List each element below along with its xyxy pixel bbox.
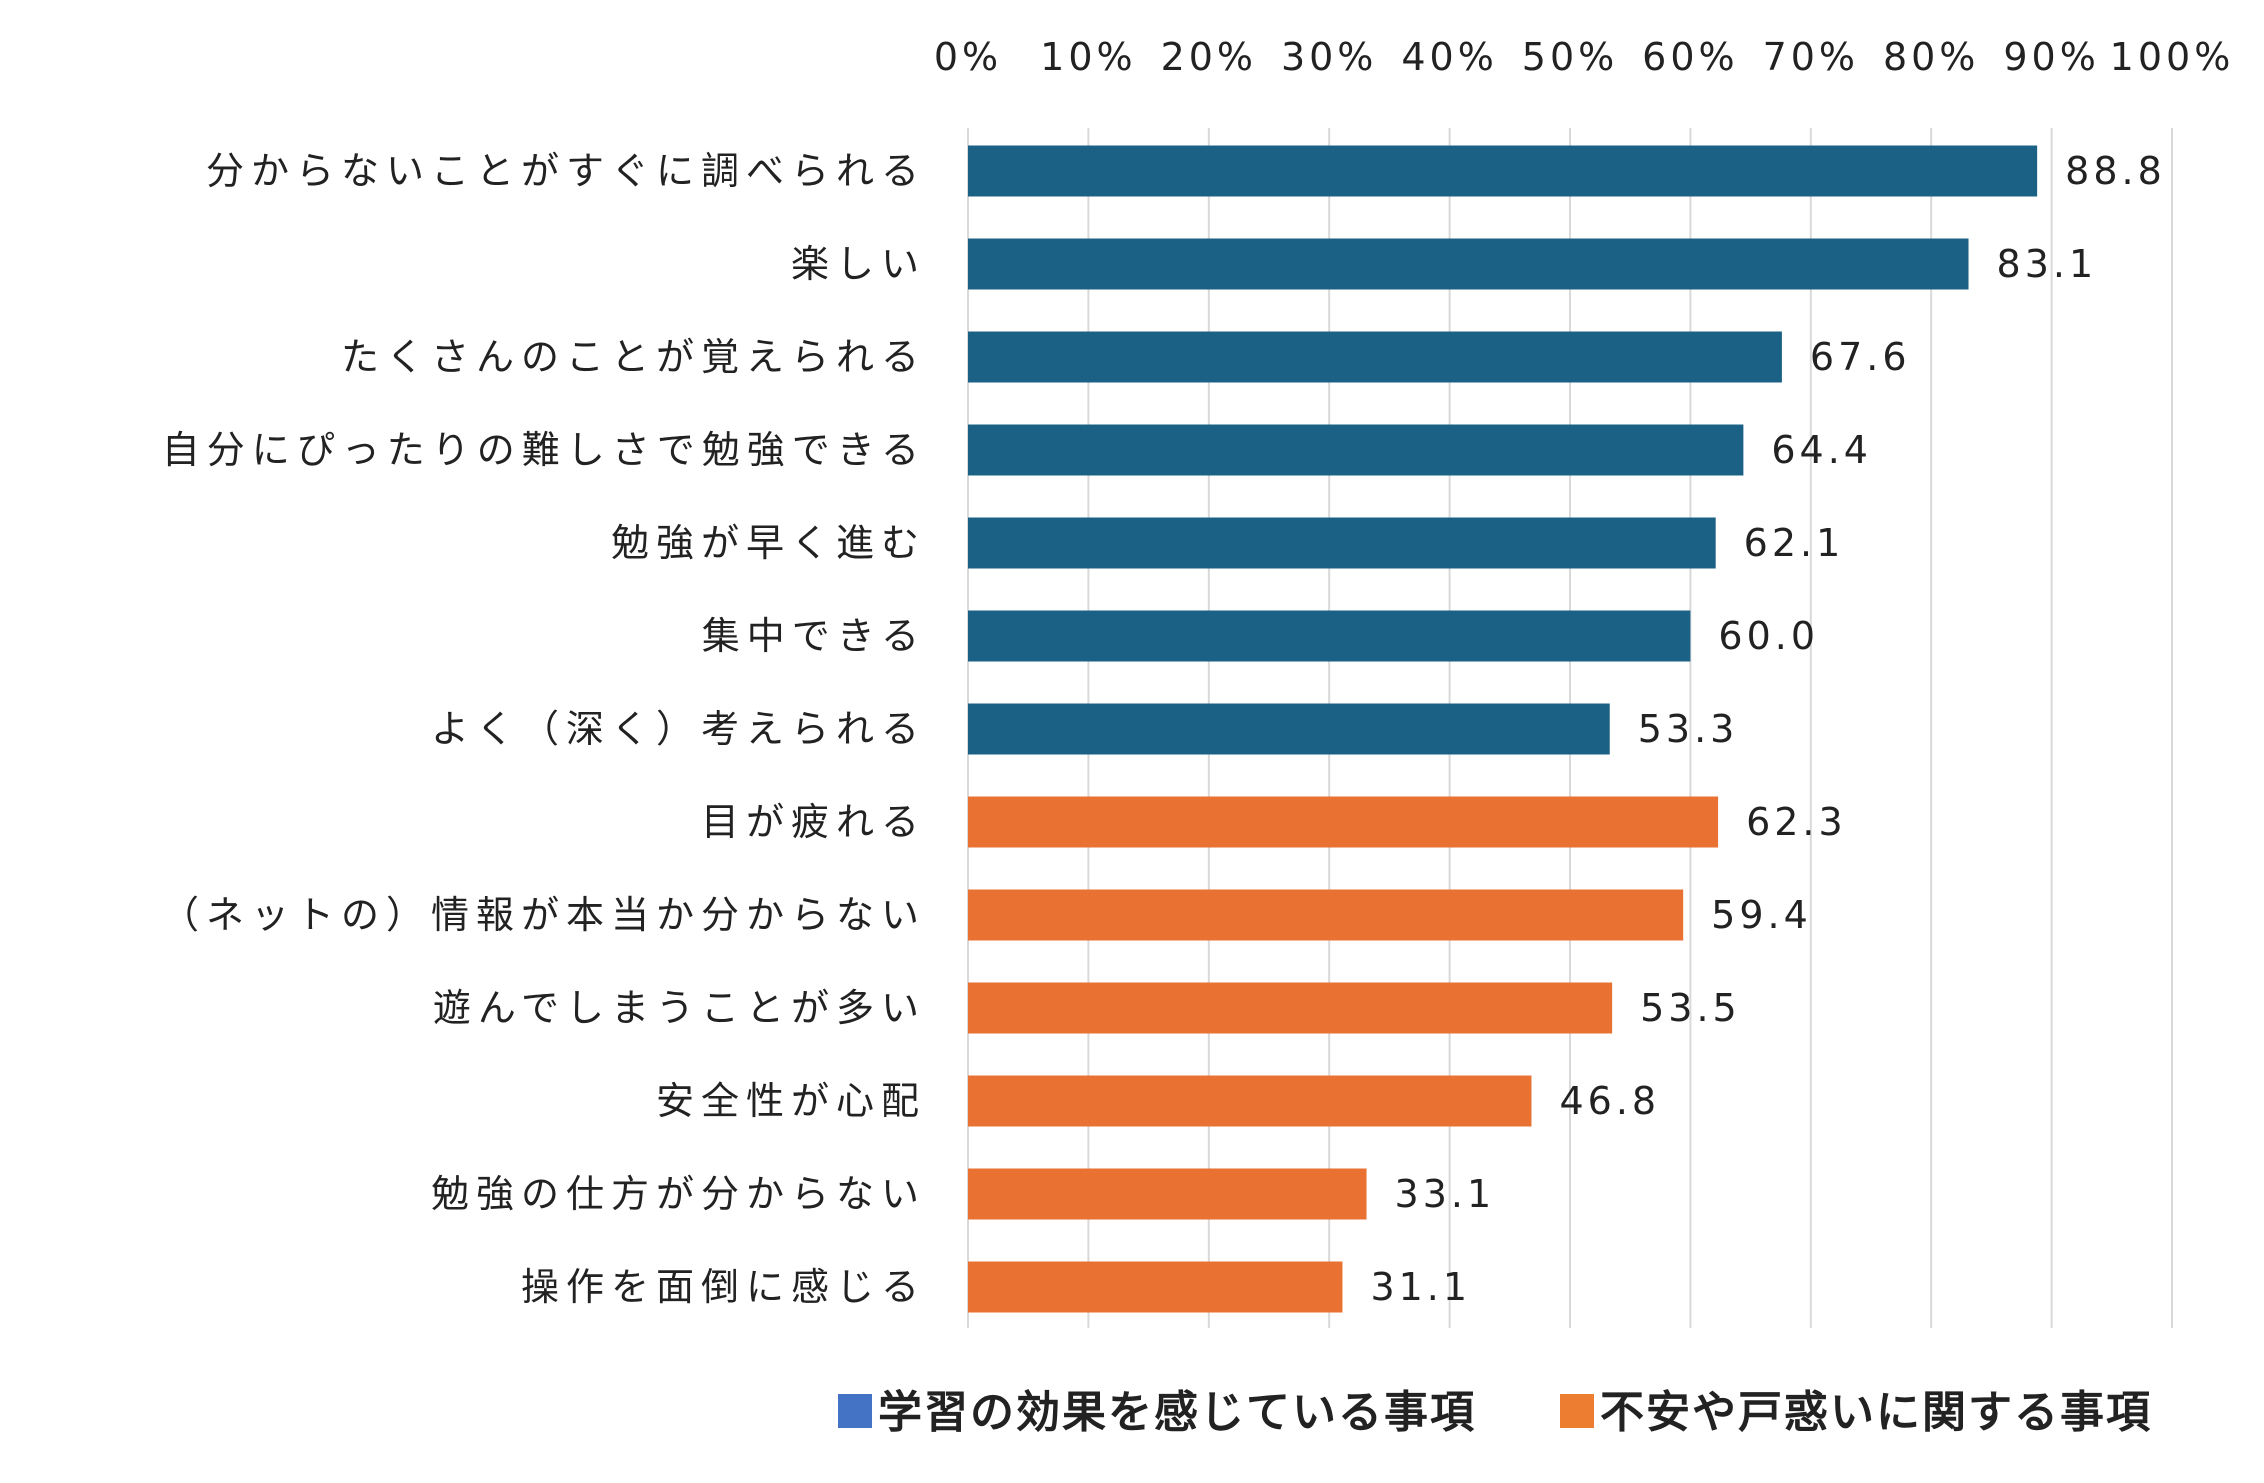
data-label: 60.0 <box>1718 614 1819 658</box>
category-labels: 分からないことがすぐに調べられる楽しいたくさんのことが覚えられる自分にぴったりの… <box>161 149 926 1309</box>
category-label: 安全性が心配 <box>656 1079 926 1123</box>
category-label: たくさんのことが覚えられる <box>341 335 926 379</box>
bars <box>968 145 2038 1313</box>
x-tick-label: 70% <box>1763 35 1859 79</box>
x-tick-label: 30% <box>1281 35 1377 79</box>
bar <box>968 889 1684 941</box>
legend-label-anxiety: 不安や戸惑いに関する事項 <box>1600 1387 2152 1438</box>
bar <box>968 517 1716 569</box>
x-tick-label: 10% <box>1040 35 1136 79</box>
bar <box>968 796 1719 848</box>
data-label: 33.1 <box>1395 1172 1496 1216</box>
data-label: 64.4 <box>1771 428 1872 472</box>
data-label: 83.1 <box>1997 242 2098 286</box>
legend-swatch-learning <box>838 1394 872 1428</box>
legend-label-learning: 学習の効果を感じている事項 <box>878 1387 1476 1438</box>
bar <box>968 1168 1367 1220</box>
data-label: 59.4 <box>1711 893 1812 937</box>
bar <box>968 331 1782 383</box>
category-label: 楽しい <box>791 242 926 286</box>
x-tick-label: 50% <box>1522 35 1618 79</box>
x-tick-label: 60% <box>1642 35 1738 79</box>
category-label: 操作を面倒に感じる <box>521 1265 926 1309</box>
x-tick-label: 90% <box>2003 35 2099 79</box>
data-label: 88.8 <box>2065 149 2166 193</box>
bar <box>968 145 2038 197</box>
category-label: 勉強が早く進む <box>611 521 926 565</box>
data-label: 53.5 <box>1640 986 1741 1030</box>
bar <box>968 238 1969 290</box>
category-label: 集中できる <box>702 614 926 658</box>
x-axis-ticks: 0% 10% 20% 30% 40% 50% 60% 70% 80% 90% 100% <box>934 35 2235 79</box>
legend: 学習の効果を感じている事項 不安や戸惑いに関する事項 <box>838 1387 2152 1438</box>
data-label: 53.3 <box>1638 707 1739 751</box>
x-tick-label: 0% <box>934 35 1002 79</box>
x-tick-label: 40% <box>1401 35 1497 79</box>
bar <box>968 982 1613 1034</box>
category-label: よく（深く）考えられる <box>431 707 926 751</box>
bar <box>968 703 1610 755</box>
legend-swatch-anxiety <box>1560 1394 1594 1428</box>
x-tick-label: 20% <box>1161 35 1257 79</box>
category-label: 目が疲れる <box>701 800 926 844</box>
bar <box>968 1075 1532 1127</box>
category-label: 分からないことがすぐに調べられる <box>206 149 926 193</box>
bar <box>968 1261 1343 1313</box>
data-label: 67.6 <box>1810 335 1911 379</box>
data-label: 46.8 <box>1559 1079 1660 1123</box>
x-tick-label: 80% <box>1883 35 1979 79</box>
category-label: 勉強の仕方が分からない <box>431 1172 926 1216</box>
category-label: 自分にぴったりの難しさで勉強できる <box>162 428 926 472</box>
data-label: 62.1 <box>1744 521 1845 565</box>
data-label: 62.3 <box>1746 800 1847 844</box>
bar <box>968 610 1691 662</box>
bar <box>968 424 1744 476</box>
category-label: （ネットの）情報が本当か分からない <box>161 893 926 937</box>
data-label: 31.1 <box>1370 1265 1471 1309</box>
category-label: 遊んでしまうことが多い <box>433 986 926 1030</box>
value-labels: 88.8 83.1 67.6 64.4 62.1 60.0 53.3 62.3 59.4 53.5… <box>1370 149 2166 1309</box>
x-tick-label: 100% <box>2110 35 2235 79</box>
